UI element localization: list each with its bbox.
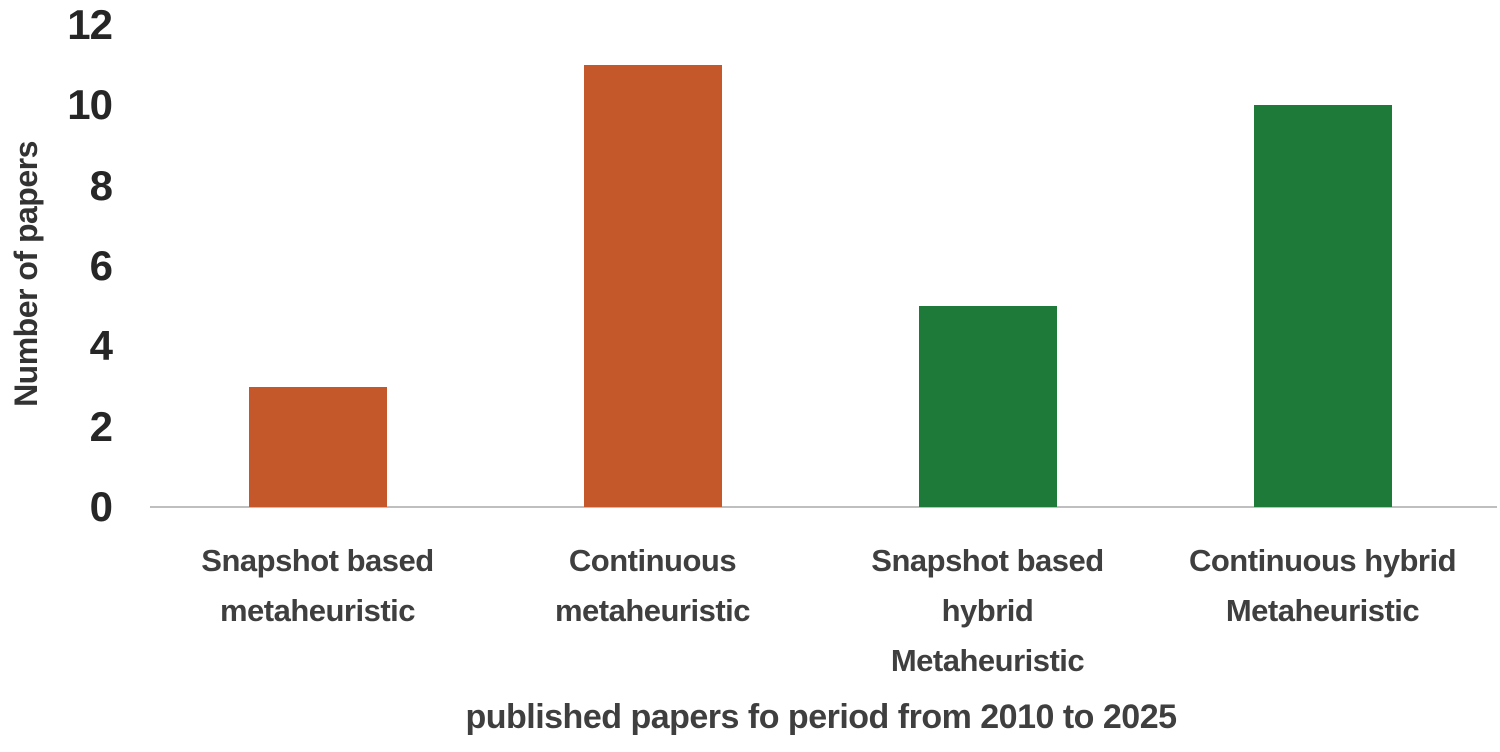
category-label: Snapshot based metaheuristic: [148, 536, 488, 636]
y-tick-label: 12: [67, 1, 113, 48]
bar-snapshot-based-metaheuristic: [248, 386, 387, 507]
y-tick-label: 6: [89, 242, 113, 289]
category-label-line: metaheuristic: [219, 593, 416, 628]
x-axis-title: published papers fo period from 2010 to …: [465, 698, 1177, 736]
category-label-line: Snapshot based: [871, 543, 1104, 578]
y-tick-label: 4: [89, 322, 113, 370]
category-label-line: hybrid: [941, 593, 1034, 628]
y-tick-label: 10: [67, 81, 113, 129]
category-label-line: Continuous hybrid: [1188, 543, 1457, 578]
category-label: Continuous metaheuristic: [483, 536, 823, 636]
category-label-line: Snapshot based: [201, 543, 434, 578]
category-label-line: metaheuristic: [554, 593, 751, 628]
y-tick-label: 8: [89, 161, 113, 209]
category-label-line: Metaheuristic: [1225, 593, 1420, 628]
bar-snapshot-based-hybrid-metaheuristic: [918, 306, 1057, 507]
category-label: Continuous hybrid Metaheuristic: [1153, 536, 1493, 636]
bar-continuous-hybrid-metaheuristic: [1253, 105, 1392, 507]
y-tick-label: 2: [89, 402, 113, 450]
category-label: Snapshot based hybrid Metaheuristic: [818, 536, 1158, 686]
bar-continuous-metaheuristic: [583, 65, 722, 507]
category-label-line: Metaheuristic: [890, 643, 1085, 678]
y-tick-label: 0: [89, 483, 113, 530]
category-label-line: Continuous: [568, 543, 737, 578]
x-axis-line: [150, 506, 1497, 508]
